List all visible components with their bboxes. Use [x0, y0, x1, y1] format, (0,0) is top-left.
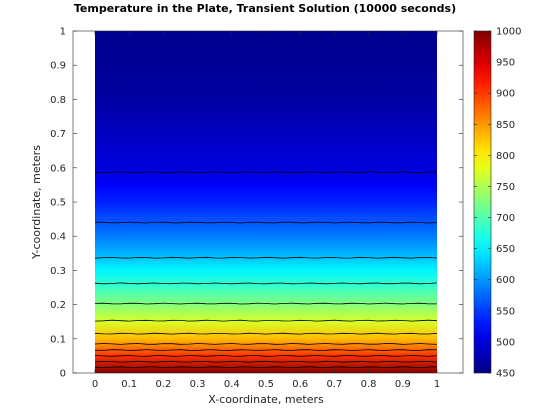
contour-line	[94, 360, 438, 363]
contour-line	[94, 282, 438, 285]
y-axis: 0 0.1 0.2 0.3 0.4 0.5 0.6 0.7 0.8 0.9 1	[50, 27, 463, 380]
contour-line	[94, 355, 438, 357]
chart-title: Temperature in the Plate, Transient Solu…	[74, 2, 456, 15]
y-tick-label: 1	[60, 27, 66, 38]
y-tick-label: 0.2	[50, 300, 66, 311]
colorbar-tick-label: 1000	[496, 27, 521, 38]
x-tick-label: 0.9	[395, 379, 411, 390]
contour-line	[94, 256, 438, 259]
contour-line	[94, 366, 438, 369]
temperature-field	[95, 31, 437, 373]
x-tick-label: 0.6	[292, 379, 308, 390]
colorbar-tick-label: 750	[496, 182, 515, 193]
y-tick-label: 0.4	[50, 232, 66, 243]
y-tick-label: 0.1	[50, 334, 66, 345]
colorbar-tick-label: 650	[496, 244, 515, 255]
contour-line	[94, 221, 438, 224]
colorbar-frame	[473, 30, 492, 374]
x-tick-label: 0.2	[155, 379, 171, 390]
colorbar-tick-label: 800	[496, 151, 515, 162]
x-tick-label: 0.8	[361, 379, 377, 390]
colorbar: 450 500 550 600 650 700 750 800 850 900 950 1000	[473, 27, 521, 380]
x-tick-label: 1	[434, 379, 440, 390]
contour-line	[94, 332, 438, 335]
contour-lines	[94, 171, 438, 369]
colorbar-tick-label: 850	[496, 120, 515, 131]
contour-line	[94, 171, 438, 174]
contour-line	[94, 319, 438, 322]
colorbar-ticks: 450 500 550 600 650 700 750 800 850 900 950 1000	[474, 27, 521, 380]
y-tick-label: 0.8	[50, 95, 66, 106]
y-tick-label: 0.9	[50, 61, 66, 72]
x-tick-label: 0.1	[121, 379, 137, 390]
colorbar-tick-label: 700	[496, 213, 515, 224]
x-tick-label: 0.3	[190, 379, 206, 390]
plot-area	[72, 30, 464, 374]
contour-line	[94, 302, 437, 305]
x-tick-label: 0.5	[258, 379, 274, 390]
y-tick-label: 0	[60, 369, 66, 380]
colorbar-tick-label: 550	[496, 306, 515, 317]
colorbar-tick-label: 600	[496, 275, 515, 286]
x-tick-label: 0.7	[326, 379, 342, 390]
y-tick-label: 0.3	[50, 266, 66, 277]
contour-line	[94, 343, 438, 345]
y-tick-label: 0.7	[50, 129, 66, 140]
colorbar-tick-label: 500	[496, 337, 515, 348]
y-axis-label: Y-coordinate, meters	[30, 145, 43, 260]
colorbar-tick-label: 900	[496, 89, 515, 100]
colorbar-fill	[474, 31, 491, 373]
x-axis: 0 0.1 0.2 0.3 0.4 0.5 0.6 0.7 0.8 0.9 1	[92, 31, 440, 390]
colorbar-tick-label: 950	[496, 58, 515, 69]
colorbar-tick-label: 450	[496, 369, 515, 380]
contour-line	[94, 349, 438, 351]
y-tick-label: 0.5	[50, 198, 66, 209]
x-tick-label: 0	[92, 379, 98, 390]
x-axis-label: X-coordinate, meters	[208, 393, 324, 406]
y-tick-label: 0.6	[50, 163, 66, 174]
x-tick-label: 0.4	[224, 379, 240, 390]
